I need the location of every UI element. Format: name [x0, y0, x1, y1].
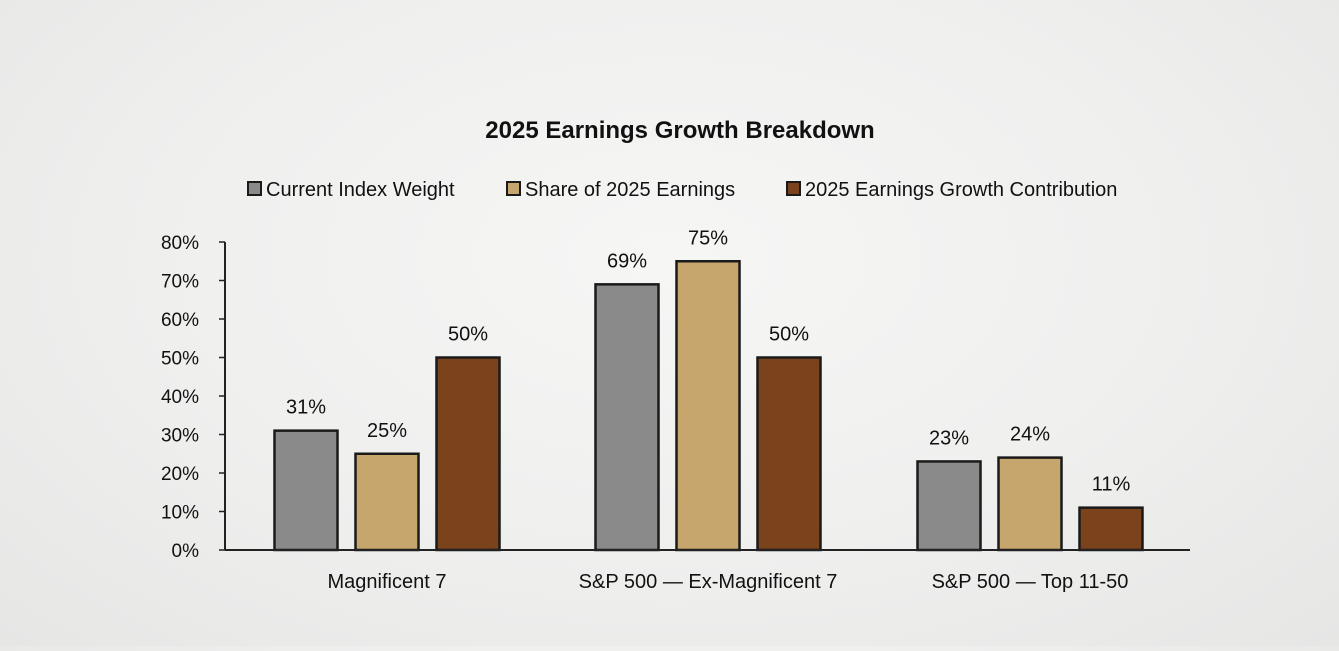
y-axis: 0% 10% 20% 30% 40% 50% 60% 70% 80%	[161, 233, 226, 562]
y-tick-label: 0%	[172, 541, 200, 562]
legend-swatch	[247, 181, 262, 196]
x-axis: Magnificent 7 S&P 500 — Ex-Magnificent 7 S…	[225, 549, 1190, 593]
data-label: 69%	[607, 250, 647, 272]
data-label: 50%	[448, 324, 488, 346]
bars: 31% 25% 50% 69% 75% 50% 23% 24% 11%	[273, 227, 1144, 552]
data-label: 75%	[688, 227, 728, 249]
bar	[916, 460, 982, 552]
bar	[273, 429, 339, 552]
legend-label: 2025 Earnings Growth Contribution	[805, 179, 1117, 201]
legend-swatch	[786, 181, 801, 196]
y-tick-label: 10%	[161, 503, 199, 524]
bar	[354, 452, 420, 552]
y-tick-label: 40%	[161, 387, 199, 408]
bar	[675, 260, 741, 552]
y-tick-label: 20%	[161, 464, 199, 485]
legend: Current Index Weight Share of 2025 Earnin…	[247, 179, 1117, 201]
y-tick-label: 60%	[161, 310, 199, 331]
y-tick-label: 80%	[161, 233, 199, 254]
bar	[756, 356, 822, 552]
x-tick-label: Magnificent 7	[328, 571, 447, 593]
bar	[1078, 506, 1144, 552]
bar	[594, 283, 660, 552]
data-label: 23%	[929, 427, 969, 449]
y-tick-label: 70%	[161, 272, 199, 293]
y-tick-label: 50%	[161, 349, 199, 370]
bar	[435, 356, 501, 552]
data-label: 31%	[286, 397, 326, 419]
data-label: 25%	[367, 420, 407, 442]
data-label: 11%	[1092, 474, 1131, 496]
legend-label: Current Index Weight	[266, 179, 455, 201]
y-tick-label: 30%	[161, 426, 199, 447]
data-label: 24%	[1010, 424, 1050, 446]
data-label: 50%	[769, 324, 809, 346]
bar	[997, 456, 1063, 552]
chart-title: 2025 Earnings Growth Breakdown	[485, 117, 874, 144]
x-tick-label: S&P 500 — Top 11-50	[932, 571, 1129, 593]
legend-label: Share of 2025 Earnings	[525, 179, 735, 201]
x-tick-label: S&P 500 — Ex-Magnificent 7	[579, 571, 838, 593]
legend-swatch	[506, 181, 521, 196]
